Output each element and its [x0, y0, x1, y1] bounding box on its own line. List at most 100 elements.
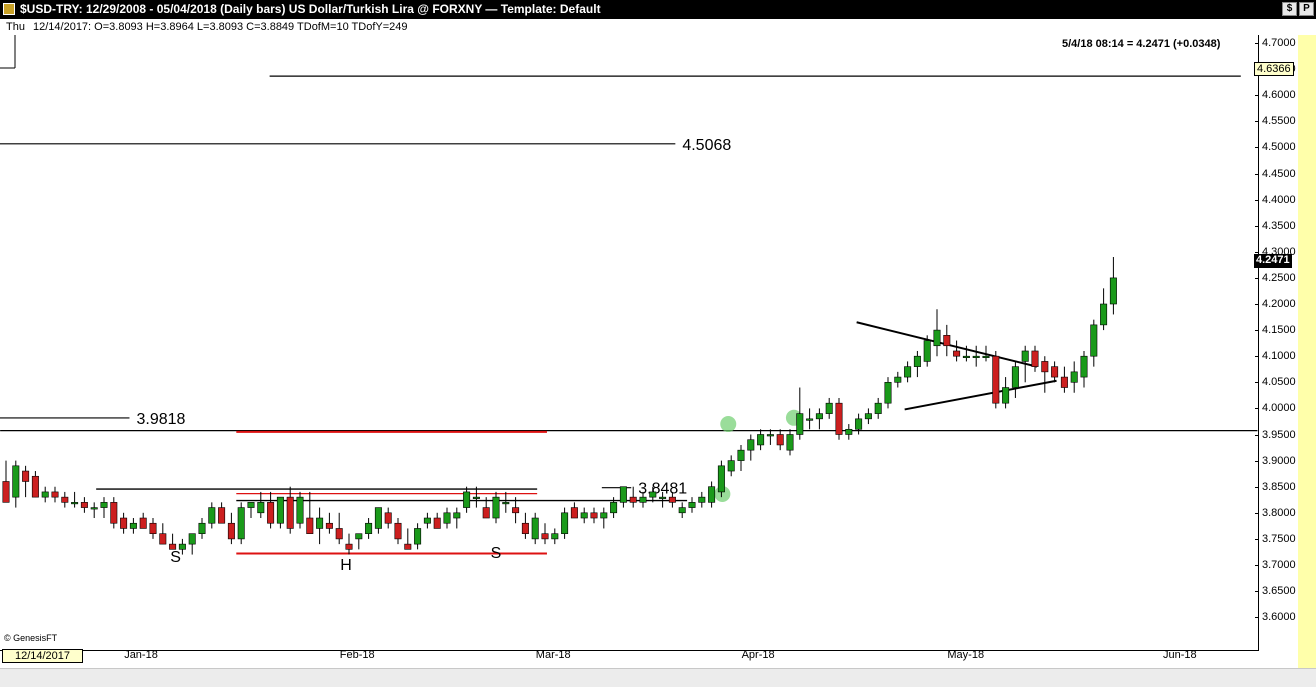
candle-body	[188, 533, 196, 545]
candle-body	[198, 522, 206, 534]
y-tick	[1255, 95, 1259, 97]
candle-body	[972, 355, 980, 359]
candle-body	[1070, 371, 1078, 383]
candle-body	[374, 507, 382, 529]
level-label-1: 3.9818	[136, 411, 185, 428]
candle-body	[776, 434, 784, 446]
y-tick-label: 3.6000	[1262, 611, 1296, 624]
window-title: $USD-TRY: 12/29/2008 - 05/04/2018 (Daily…	[20, 2, 601, 16]
info-day: Thu	[6, 21, 25, 33]
candle-body	[747, 439, 755, 451]
candle-body	[992, 355, 1000, 404]
candle-body	[570, 507, 578, 519]
candle-body	[688, 502, 696, 508]
candle-body	[1080, 355, 1088, 378]
x-tick-label: Apr-18	[741, 649, 775, 661]
candle-body	[129, 522, 137, 529]
candle-body	[796, 413, 804, 435]
y-tick-label: 4.2500	[1262, 271, 1296, 284]
app-icon[interactable]	[3, 3, 15, 15]
x-axis-line	[0, 650, 1258, 651]
candle-body	[884, 381, 892, 404]
right-scroll-strip[interactable]	[1298, 35, 1316, 687]
candle-body	[933, 329, 941, 347]
candle-body	[923, 340, 931, 362]
candle-body	[806, 418, 814, 421]
y-tick-label: 4.0500	[1262, 376, 1296, 389]
candle-body	[316, 517, 324, 529]
candle-body	[482, 507, 490, 519]
y-tick-label: 4.2000	[1262, 298, 1296, 310]
x-tick-label: May-18	[947, 649, 985, 661]
p-button[interactable]: P	[1299, 2, 1314, 16]
pattern-label-2: S	[491, 545, 502, 562]
y-tick-label: 3.8500	[1262, 480, 1296, 493]
pattern-label-0: S	[170, 549, 181, 566]
candle-body	[492, 496, 500, 519]
y-tick	[1255, 565, 1259, 566]
candle-body	[982, 355, 990, 359]
y-tick-label: 3.9000	[1262, 454, 1296, 467]
y-tick	[1255, 277, 1259, 279]
candle-body	[296, 496, 304, 524]
candle-body	[159, 533, 167, 545]
y-tick-label: 4.7000	[1262, 37, 1296, 49]
y-tick-label: 4.6000	[1262, 89, 1296, 102]
candle-body	[139, 517, 147, 529]
info-ohlc: 12/14/2017: O=3.8093 H=3.8964 L=3.8093 C…	[33, 21, 408, 33]
candle-body	[874, 402, 882, 414]
highlight-circle-1	[720, 416, 737, 433]
candle-body	[551, 533, 559, 540]
candle-body	[335, 528, 343, 540]
candle-body	[110, 502, 118, 524]
y-tick	[1255, 382, 1259, 384]
candle-body	[1002, 387, 1010, 404]
candle-body	[12, 465, 20, 498]
candle-body	[1041, 361, 1049, 373]
y-tick-label: 4.0000	[1262, 402, 1296, 415]
candle-body	[512, 507, 520, 514]
y-tick	[1255, 434, 1259, 436]
candle-body	[766, 434, 774, 437]
y-tick	[1255, 591, 1259, 593]
candle-body	[708, 486, 716, 503]
candle-body	[414, 528, 422, 545]
y-tick	[1255, 512, 1259, 514]
y-tick	[1255, 356, 1259, 358]
copyright-note: © GenesisFT	[4, 633, 58, 643]
candle-body	[22, 470, 30, 482]
candle-body	[247, 502, 255, 508]
x-tick-label: Mar-18	[535, 649, 571, 661]
x-tick-label: Jun-18	[1163, 649, 1197, 661]
candle-body	[913, 355, 921, 367]
candle-body	[835, 402, 843, 435]
price-box-last: 4.2471	[1254, 254, 1292, 268]
candle-body	[472, 496, 480, 499]
y-tick-label: 3.6500	[1262, 585, 1296, 598]
candle-body	[257, 502, 265, 514]
candle-body	[894, 376, 902, 383]
cursor-date-box: 12/14/2017	[2, 649, 83, 663]
candle-body	[1060, 376, 1068, 388]
dollar-button[interactable]: $	[1282, 2, 1297, 16]
candle-body	[237, 507, 245, 540]
candle-body	[502, 502, 510, 505]
candle-body	[267, 502, 275, 524]
candle-body	[41, 491, 49, 498]
candle-body	[1031, 350, 1039, 367]
candle-body	[2, 481, 10, 503]
pattern-label-1: H	[340, 557, 352, 574]
y-tick	[1255, 617, 1259, 619]
candle-body	[659, 496, 667, 499]
candle-body	[61, 496, 69, 503]
y-tick	[1255, 304, 1259, 305]
candle-body	[394, 522, 402, 540]
y-tick	[1255, 147, 1259, 149]
candle-body	[71, 502, 79, 505]
candle-body	[80, 502, 88, 508]
y-tick-label: 3.7000	[1262, 559, 1296, 571]
bottom-scroll-strip[interactable]	[0, 668, 1316, 687]
y-tick-label: 4.4500	[1262, 167, 1296, 180]
candle-body	[639, 496, 647, 503]
